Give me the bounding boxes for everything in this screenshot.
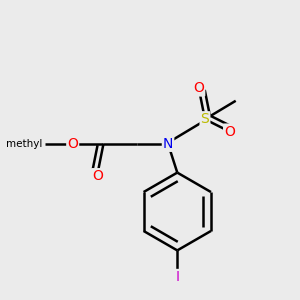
Text: N: N	[163, 137, 173, 151]
Text: O: O	[194, 82, 204, 95]
Text: methyl: methyl	[6, 139, 42, 149]
Text: S: S	[201, 112, 209, 126]
Text: I: I	[175, 270, 179, 284]
Text: O: O	[67, 137, 78, 151]
Text: O: O	[92, 169, 103, 183]
Text: O: O	[224, 124, 235, 139]
